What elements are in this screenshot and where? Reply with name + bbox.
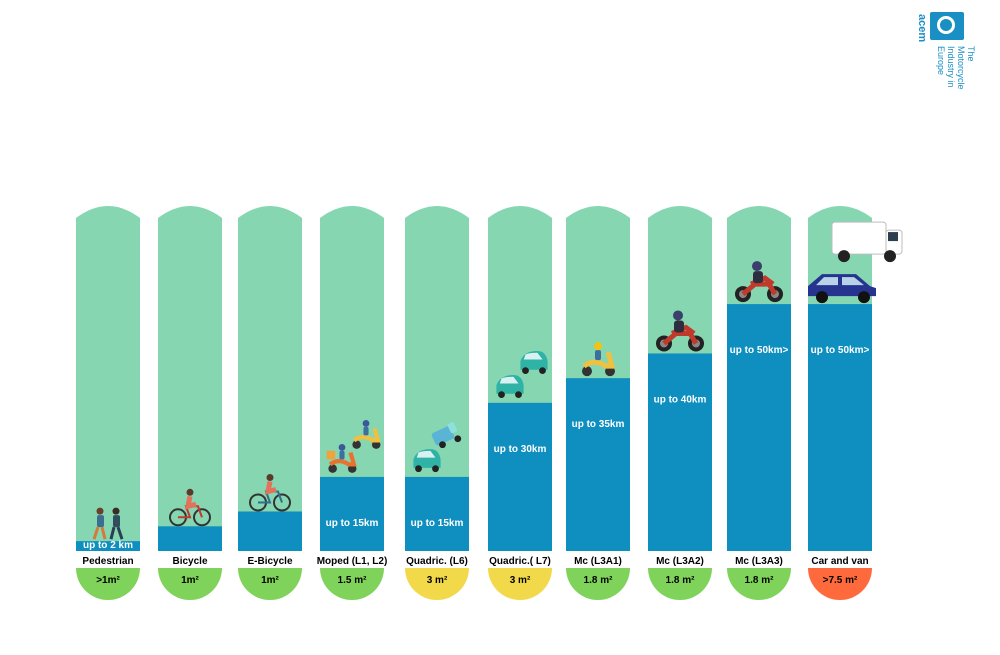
space-indicator xyxy=(76,568,140,600)
category-label: Mc (L3A1) xyxy=(574,556,622,567)
light-scooter-rider-icon xyxy=(582,342,616,377)
column-background xyxy=(320,206,384,551)
space-indicator xyxy=(648,568,712,600)
cyclist-icon xyxy=(169,488,211,527)
distance-label: up to 35km xyxy=(572,419,625,430)
distance-label: up to 8 km xyxy=(245,552,295,563)
walking-couple-icon xyxy=(92,507,124,540)
distance-label: up to 50km> xyxy=(730,345,789,356)
delivery-scooter-icon xyxy=(326,444,357,473)
category-label: Quadric.( L7) xyxy=(489,556,551,567)
van-icon xyxy=(831,221,903,263)
category-label: Moped (L1, L2) xyxy=(317,556,388,567)
space-label: 1.5 m² xyxy=(338,575,368,586)
distance-bar xyxy=(648,353,712,551)
category-label: Bicycle xyxy=(172,556,207,567)
space-label: 1m² xyxy=(181,575,199,586)
category-label: Pedestrian xyxy=(82,556,133,567)
space-indicator xyxy=(158,568,222,600)
distance-label: up to 40km xyxy=(654,394,707,405)
category-label: Quadric. (L6) xyxy=(406,556,468,567)
distance-bar xyxy=(566,378,630,551)
space-label: >1m² xyxy=(96,575,120,586)
distance-bar xyxy=(320,476,384,551)
category-label: Mc (L3A2) xyxy=(656,556,704,567)
three-wheel-van-icon xyxy=(431,422,462,449)
sport-motorcycle-icon xyxy=(735,261,783,303)
car-icon xyxy=(808,274,876,304)
acem-logo: acem The Motorcycle Industry in Europe xyxy=(916,10,988,100)
distance-label: up to 30km xyxy=(494,444,547,455)
moped-rider-icon xyxy=(352,420,381,449)
space-label: 3 m² xyxy=(427,575,448,586)
space-label: 1.8 m² xyxy=(745,575,775,586)
distance-bar xyxy=(727,304,791,551)
distance-bar xyxy=(488,402,552,551)
logo-tagline-line: Motorcycle xyxy=(956,46,966,90)
space-label: 1.8 m² xyxy=(666,575,696,586)
space-label: 1m² xyxy=(261,575,279,586)
space-indicator xyxy=(808,568,872,600)
distance-bar xyxy=(808,304,872,551)
logo-tagline-line: The xyxy=(966,46,976,62)
space-indicator xyxy=(566,568,630,600)
space-indicator xyxy=(405,568,469,600)
logo-tagline: The Motorcycle Industry in Europe xyxy=(936,46,976,90)
category-label: Car and van xyxy=(811,556,868,567)
logo-tagline-line: Industry in xyxy=(946,46,956,88)
distance-bar xyxy=(405,476,469,551)
distance-bar xyxy=(158,526,222,551)
space-label: >7.5 m² xyxy=(823,575,858,586)
logo-mark xyxy=(930,12,964,40)
cargo-quadricycle-icon xyxy=(520,351,548,374)
space-indicator xyxy=(238,568,302,600)
space-indicator xyxy=(727,568,791,600)
space-indicator xyxy=(320,568,384,600)
category-label: Mc (L3A3) xyxy=(735,556,783,567)
space-label: 3 m² xyxy=(510,575,531,586)
e-bike-rider-icon xyxy=(249,473,291,512)
distance-bar xyxy=(76,541,140,551)
small-quadricycle-icon xyxy=(413,449,441,473)
logo-tagline-line: Europe xyxy=(936,46,946,76)
space-indicator xyxy=(488,568,552,600)
column-background xyxy=(76,206,140,551)
motorcycle-rider-icon xyxy=(656,310,704,352)
column-background xyxy=(158,206,222,551)
distance-bar xyxy=(238,511,302,551)
distance-label: up to 50km> xyxy=(811,345,870,356)
space-label: 1.8 m² xyxy=(584,575,614,586)
column-background xyxy=(238,206,302,551)
logo-name: acem xyxy=(916,14,928,43)
microcar-icon xyxy=(496,375,524,398)
distance-label: up to 2 km xyxy=(83,540,133,551)
distance-label: up to 15km xyxy=(326,518,379,529)
distance-label: up to 15km xyxy=(411,518,464,529)
category-label: E-Bicycle xyxy=(247,556,292,567)
